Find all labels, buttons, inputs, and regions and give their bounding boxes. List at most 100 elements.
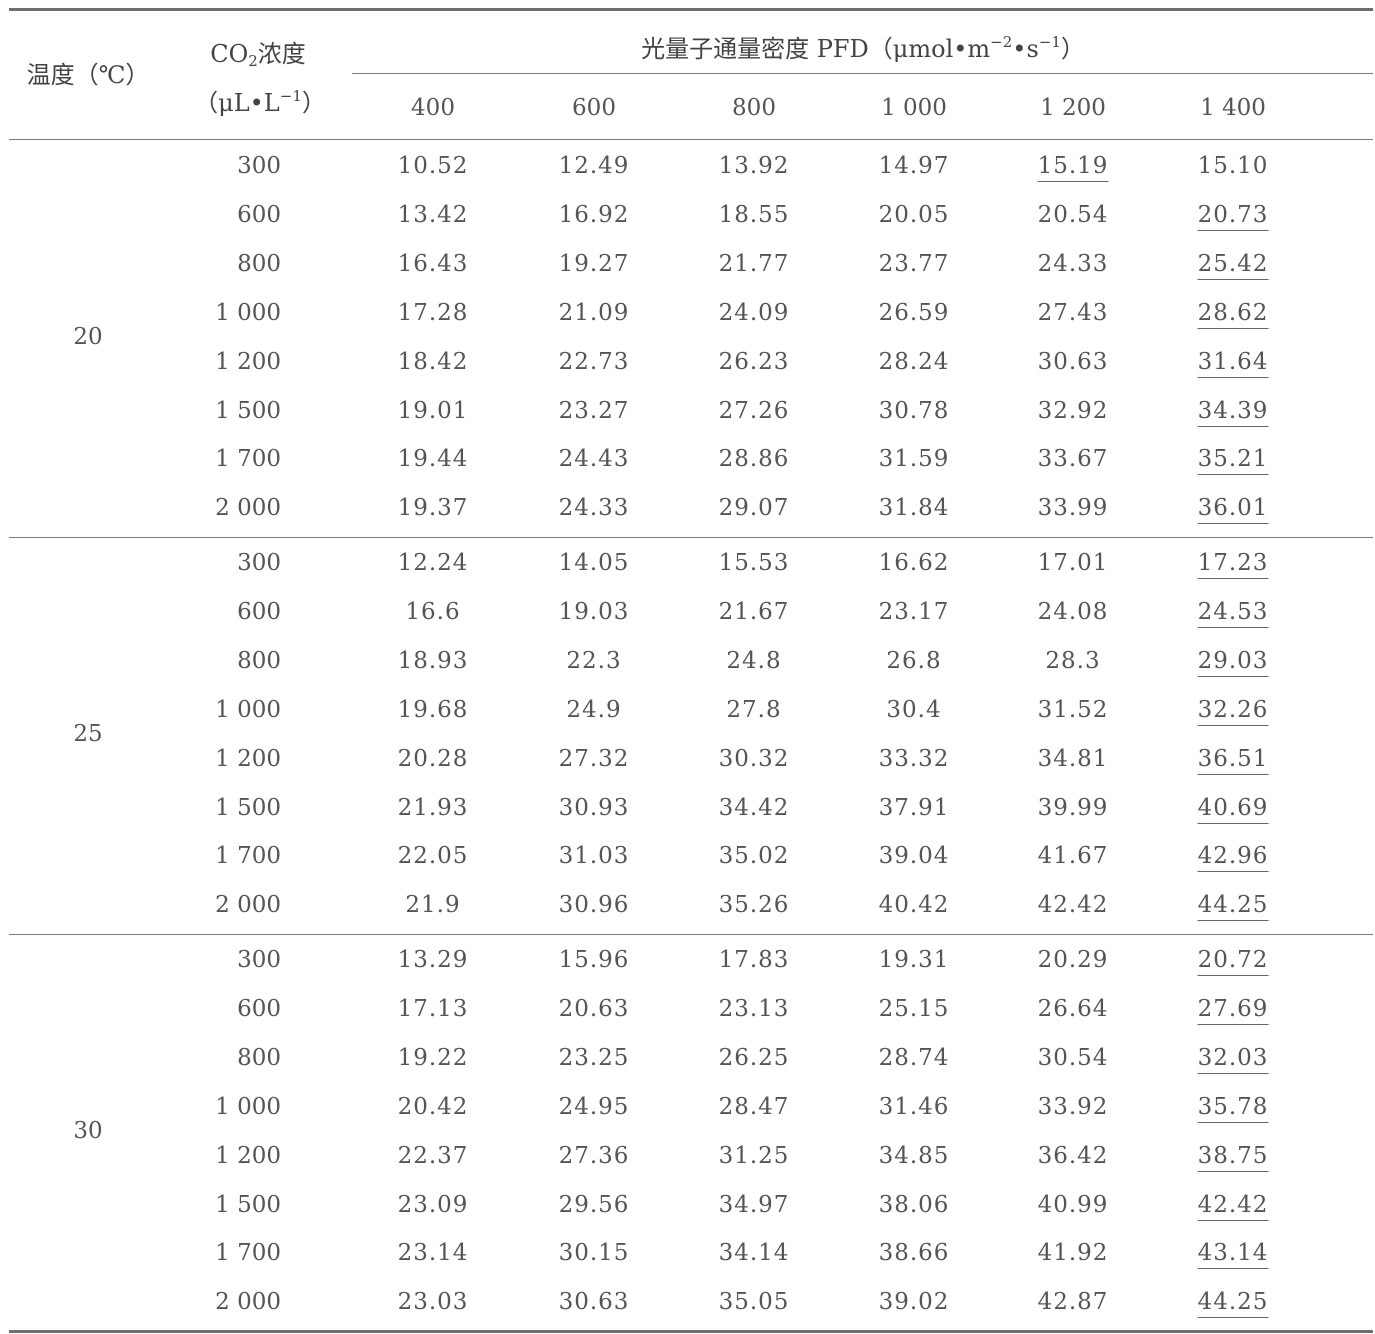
table-cell: 29.56 — [558, 1191, 630, 1218]
table-cell: 17.28 — [397, 299, 469, 326]
pfd-column-header: 600 — [572, 95, 616, 121]
table-cell: 41.67 — [1037, 843, 1109, 870]
table-cell: 31.25 — [718, 1142, 790, 1169]
table-cell: 30.32 — [718, 745, 790, 772]
table-cell: 42.42 — [1037, 892, 1109, 919]
table-cell: 21.09 — [558, 299, 630, 326]
table-cell: 18.93 — [397, 647, 469, 674]
co2-header: CO2浓度 — [210, 40, 306, 70]
table-cell: 21.9 — [405, 892, 461, 919]
top-rule — [9, 8, 1373, 11]
co2-cell: 1 700 — [215, 1240, 281, 1267]
table-cell: 16.62 — [878, 550, 950, 576]
table-cell: 23.09 — [397, 1191, 469, 1218]
table-cell: 28.86 — [718, 446, 790, 473]
table-cell: 29.03 — [1197, 647, 1269, 677]
table-cell: 30.93 — [558, 794, 630, 821]
table-cell: 15.19 — [1037, 152, 1109, 182]
table-cell: 35.21 — [1197, 445, 1269, 476]
table-cell: 21.67 — [718, 598, 790, 625]
co2-cell: 1 000 — [215, 696, 281, 723]
table-cell: 15.53 — [718, 550, 790, 576]
table-cell: 28.3 — [1045, 647, 1101, 674]
table-cell: 20.54 — [1037, 201, 1109, 228]
table-cell: 24.95 — [558, 1093, 630, 1120]
co2-cell: 2 000 — [215, 495, 281, 522]
table-cell: 40.69 — [1197, 794, 1269, 824]
table-cell: 26.25 — [718, 1044, 790, 1071]
table-cell: 33.32 — [878, 745, 950, 772]
table-cell: 13.29 — [397, 947, 469, 973]
table-cell: 24.43 — [558, 446, 630, 473]
table-cell: 31.84 — [878, 495, 950, 522]
co2-cell: 800 — [237, 250, 281, 277]
co2-cell: 2 000 — [215, 1289, 281, 1316]
table-cell: 17.83 — [718, 947, 790, 973]
temperature-cell: 30 — [73, 1118, 103, 1145]
table-cell: 30.78 — [878, 397, 950, 424]
table-cell: 34.81 — [1037, 745, 1109, 772]
table-cell: 35.26 — [718, 892, 790, 919]
table-cell: 18.42 — [397, 348, 469, 375]
table-cell: 24.08 — [1037, 598, 1109, 625]
group-divider-rule — [9, 934, 1373, 935]
table-cell: 19.22 — [397, 1044, 469, 1071]
table-cell: 26.23 — [718, 348, 790, 375]
table-cell: 28.74 — [878, 1044, 950, 1071]
table-cell: 21.77 — [718, 250, 790, 277]
co2-cell: 600 — [237, 995, 281, 1022]
group-divider-rule — [9, 537, 1373, 538]
table-cell: 30.96 — [558, 892, 630, 919]
co2-cell: 1 000 — [215, 299, 281, 326]
table-cell: 31.46 — [878, 1093, 950, 1120]
co2-cell: 800 — [237, 1044, 281, 1071]
table-cell: 17.13 — [397, 995, 469, 1022]
table-cell: 42.96 — [1197, 842, 1269, 873]
header-bottom-rule — [9, 139, 1373, 140]
co2-cell: 1 500 — [215, 794, 281, 821]
table-cell: 23.25 — [558, 1044, 630, 1071]
table-cell: 20.63 — [558, 995, 630, 1022]
table-cell: 19.31 — [878, 947, 950, 973]
table-cell: 19.68 — [397, 696, 469, 723]
table-cell: 31.03 — [558, 843, 630, 870]
table-cell: 16.6 — [405, 598, 461, 625]
table-cell: 29.07 — [718, 495, 790, 522]
co2-cell: 300 — [237, 947, 281, 973]
table-cell: 24.53 — [1197, 598, 1269, 628]
co2-cell: 600 — [237, 598, 281, 625]
table-cell: 30.4 — [886, 696, 942, 723]
table-cell: 24.8 — [726, 647, 782, 674]
table-cell: 23.13 — [718, 995, 790, 1022]
table-cell: 23.17 — [878, 598, 950, 625]
table-cell: 30.54 — [1037, 1044, 1109, 1071]
co2-cell: 1 700 — [215, 446, 281, 473]
table-cell: 32.03 — [1197, 1044, 1269, 1074]
table-cell: 27.36 — [558, 1142, 630, 1169]
co2-cell: 800 — [237, 647, 281, 674]
temperature-header: 温度（℃） — [26, 61, 150, 89]
bottom-rule — [9, 1330, 1373, 1333]
table-cell: 10.52 — [397, 153, 469, 179]
table-cell: 22.73 — [558, 348, 630, 375]
table-cell: 30.15 — [558, 1240, 630, 1267]
table-cell: 17.23 — [1197, 549, 1269, 579]
co2-cell: 1 200 — [215, 745, 281, 772]
table-cell: 24.9 — [566, 696, 622, 723]
table-cell: 19.44 — [397, 446, 469, 473]
table-cell: 24.33 — [558, 495, 630, 522]
table-cell: 34.97 — [718, 1191, 790, 1218]
pfd-column-header: 1 000 — [881, 95, 947, 121]
co2-unit-header: （μL•L−1） — [194, 87, 326, 117]
table-cell: 32.92 — [1037, 397, 1109, 424]
table-cell: 25.42 — [1197, 250, 1269, 280]
table-cell: 28.47 — [718, 1093, 790, 1120]
table-cell: 13.92 — [718, 153, 790, 179]
table-cell: 26.64 — [1037, 995, 1109, 1022]
table-cell: 38.66 — [878, 1240, 950, 1267]
table-cell: 44.25 — [1197, 1288, 1269, 1319]
table-cell: 24.33 — [1037, 250, 1109, 277]
table-cell: 26.8 — [886, 647, 942, 674]
table-cell: 39.99 — [1037, 794, 1109, 821]
table-cell: 20.29 — [1037, 947, 1109, 973]
